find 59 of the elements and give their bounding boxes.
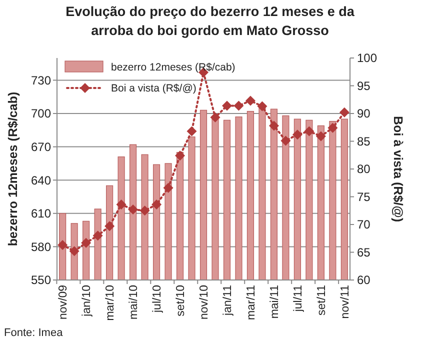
- point: [328, 122, 338, 133]
- point: [69, 246, 80, 256]
- point: [268, 120, 279, 131]
- y2-tick-label: 95: [357, 78, 371, 93]
- point: [280, 136, 291, 146]
- point: [175, 150, 186, 161]
- point: [152, 200, 162, 210]
- y-tick-label: 670: [30, 140, 52, 154]
- x-tick-label: nov/09: [58, 285, 70, 320]
- y2-axis-title: Boi à vista (R$/@): [391, 116, 405, 222]
- x-tick-label: mar/11: [246, 285, 258, 320]
- y-tick-label: 550: [30, 273, 52, 288]
- y2-tick-label: 65: [357, 245, 371, 260]
- point: [234, 100, 244, 111]
- y2-tick-label: 75: [357, 190, 371, 204]
- point: [210, 112, 220, 122]
- x-tick-label: mar/10: [104, 285, 117, 321]
- legend-label: Boi a vista (R$/@): [111, 82, 196, 95]
- point: [58, 240, 68, 250]
- point: [140, 206, 150, 216]
- point: [222, 100, 232, 111]
- legend-label: bezerro 12meses (R$/cab): [111, 62, 236, 74]
- x-tick-label: nov/10: [198, 285, 211, 320]
- point: [257, 101, 268, 112]
- point: [245, 96, 256, 106]
- y2-tick-label: 100: [357, 51, 378, 66]
- x-tick-label: set/11: [316, 285, 328, 316]
- point: [163, 182, 174, 193]
- point: [339, 107, 350, 118]
- x-tick-label: jul/11: [292, 285, 304, 313]
- chart-title: Evolução do preço do bezerro 12 meses e da arroba do boi gordo em Mato Grosso: [66, 4, 355, 38]
- y-tick-label: 700: [30, 106, 52, 121]
- y-tick-label: 640: [30, 173, 52, 188]
- y2-tick-label: 80: [357, 162, 371, 176]
- point: [92, 230, 103, 241]
- y2-tick-label: 60: [357, 273, 371, 288]
- x-tick-label: jan/11: [222, 285, 234, 316]
- point: [316, 131, 326, 142]
- point: [292, 130, 302, 140]
- y-tick-label: 580: [30, 240, 52, 254]
- y-tick-label: 730: [30, 73, 52, 88]
- point: [81, 238, 92, 248]
- x-tick-label: jul/10: [152, 285, 164, 314]
- y2-tick-label: 85: [357, 134, 371, 148]
- point: [116, 200, 126, 210]
- x-tick-label: jan/10: [81, 285, 94, 318]
- y2-tick-label: 70: [357, 218, 371, 232]
- y2-tick-label: 90: [357, 106, 371, 121]
- point: [186, 126, 197, 136]
- x-tick-label: set/10: [175, 285, 188, 316]
- x-tick-label: mai/11: [268, 285, 281, 319]
- point: [128, 204, 138, 215]
- point: [104, 221, 115, 232]
- source-note: Fonte: Imea: [4, 327, 64, 339]
- point: [304, 126, 314, 136]
- y-axis-title: bezerro 12meses (R$/cab): [6, 92, 20, 246]
- y-tick-label: 610: [30, 206, 52, 221]
- x-tick-label: mai/10: [128, 285, 140, 320]
- x-tick-label: nov/11: [339, 285, 352, 319]
